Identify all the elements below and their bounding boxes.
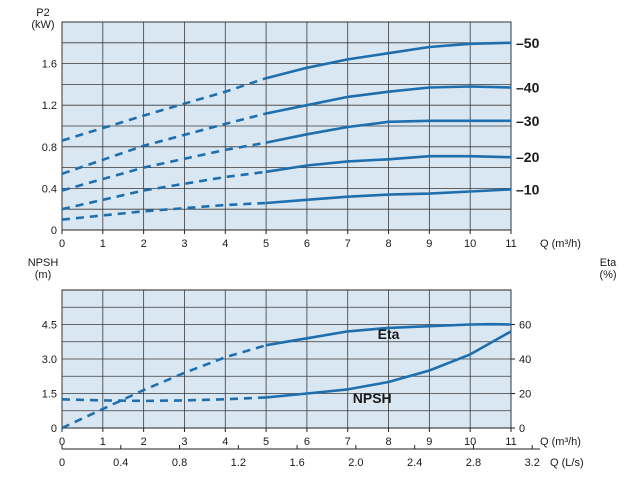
- curve-label: –30: [516, 113, 540, 129]
- series-solid-segment: [265, 330, 512, 399]
- y-tick-label: 0.8: [42, 142, 57, 154]
- x-tick-label: 8: [385, 436, 391, 448]
- y-tick-label: 0: [51, 423, 57, 435]
- curve-label: Eta: [378, 326, 400, 342]
- x-tick-label: 11: [505, 238, 516, 250]
- y2-tick-label: 60: [519, 320, 531, 332]
- power-axis-title: P2: [36, 7, 49, 19]
- series-solid-segment: [265, 119, 511, 144]
- x-tick-label: 9: [426, 436, 432, 448]
- series-solid-segment: [265, 322, 512, 347]
- series-dashed-segment: [61, 396, 267, 403]
- x2-tick-label: 3.2: [525, 457, 540, 469]
- x2-tick-label: 0.4: [113, 457, 128, 469]
- curve-label: –40: [516, 80, 540, 96]
- x2-tick-label: 1.6: [289, 457, 304, 469]
- power-x-axis-title: Q (m³/h): [540, 238, 581, 250]
- flow-m3h-axis-title: Q (m³/h): [540, 436, 581, 448]
- series-dashed-segment: [61, 343, 267, 430]
- x-tick-label: 5: [263, 436, 269, 448]
- curve-label: NPSH: [353, 390, 392, 406]
- series-dashed-segment: [61, 141, 267, 192]
- npsh-eta-curve-labels: Eta NPSH: [353, 326, 400, 406]
- x-tick-label: 7: [345, 238, 351, 250]
- eta-axis-unit: (%): [599, 269, 616, 281]
- series-solid-segment: [265, 188, 512, 205]
- x-tick-label: 6: [304, 436, 310, 448]
- x2-tick-label: 1.2: [231, 457, 246, 469]
- power-curve-labels: –10 –20 –30 –40 –50: [516, 35, 540, 198]
- x2-tick-label: 0: [59, 457, 65, 469]
- x-tick-label: 9: [426, 238, 432, 250]
- x2-tick-label: 2.0: [348, 457, 363, 469]
- x-tick-label: 11: [505, 436, 516, 448]
- x-tick-label: 3: [181, 436, 187, 448]
- x-tick-label: 0: [59, 436, 65, 448]
- x-tick-label: 3: [181, 238, 187, 250]
- x-tick-label: 7: [345, 436, 351, 448]
- x-tick-label: 4: [222, 238, 228, 250]
- power-axis-unit: (kW): [31, 19, 54, 31]
- x-tick-label: 10: [464, 238, 476, 250]
- y-tick-label: 0.4: [42, 183, 57, 195]
- y-tick-label: 1.6: [42, 59, 57, 71]
- npsh-eta-gridlines: [61, 290, 515, 432]
- series-solid-segment: [265, 154, 512, 174]
- series-dashed-segment: [61, 170, 267, 211]
- x2-tick-label: 2.8: [466, 457, 481, 469]
- power-chart: 0 1 2 3 4 5 6 7 8 9 10 11 0 0.4 0.8 1.2 1.6 –10 –20 –30 –40…: [31, 7, 581, 250]
- npsh-eta-curves: [61, 322, 512, 430]
- x-tick-label: 8: [385, 238, 391, 250]
- y2-tick-label: 20: [519, 389, 531, 401]
- y-tick-label: 3.0: [42, 354, 57, 366]
- y-tick-label: 0: [51, 225, 57, 237]
- power-tick-labels: 0 1 2 3 4 5 6 7 8 9 10 11 0 0.4 0.8 1.2 1.6: [42, 59, 517, 250]
- x-tick-label: 0: [59, 238, 65, 250]
- series-solid-segment: [265, 85, 512, 115]
- y-tick-label: 1.5: [42, 389, 57, 401]
- curve-label: –10: [516, 181, 540, 197]
- x-tick-label: 5: [263, 238, 269, 250]
- series-dashed-segment: [61, 76, 267, 142]
- x-tick-label: 6: [304, 238, 310, 250]
- eta-axis-title: Eta: [600, 257, 617, 269]
- curve-label: –20: [516, 149, 540, 165]
- flow-ls-axis: 0 0.4 0.8 1.2 1.6 2.0 2.4 2.8 3.2: [59, 445, 540, 469]
- npsh-axis-title: NPSH: [28, 257, 59, 269]
- power-curves: [61, 41, 512, 221]
- flow-ls-axis-title: Q (L/s): [550, 457, 584, 469]
- curve-label: –50: [516, 35, 540, 51]
- power-gridlines: [61, 21, 512, 234]
- x-tick-label: 1: [100, 436, 106, 448]
- x2-tick-label: 2.4: [407, 457, 422, 469]
- series-dashed-segment: [61, 112, 267, 176]
- y2-tick-label: 0: [519, 423, 525, 435]
- y-tick-label: 1.2: [42, 100, 57, 112]
- x2-tick-label: 0.8: [172, 457, 187, 469]
- series-solid-segment: [265, 41, 512, 80]
- series-dashed-segment: [61, 201, 267, 221]
- x-tick-label: 2: [141, 238, 147, 250]
- npsh-axis-unit: (m): [35, 269, 52, 281]
- x-tick-label: 2: [141, 436, 147, 448]
- y-tick-label: 4.5: [42, 320, 57, 332]
- x-tick-label: 4: [222, 436, 228, 448]
- x-tick-label: 1: [100, 238, 106, 250]
- y2-tick-label: 40: [519, 354, 531, 366]
- x-tick-label: 10: [464, 436, 476, 448]
